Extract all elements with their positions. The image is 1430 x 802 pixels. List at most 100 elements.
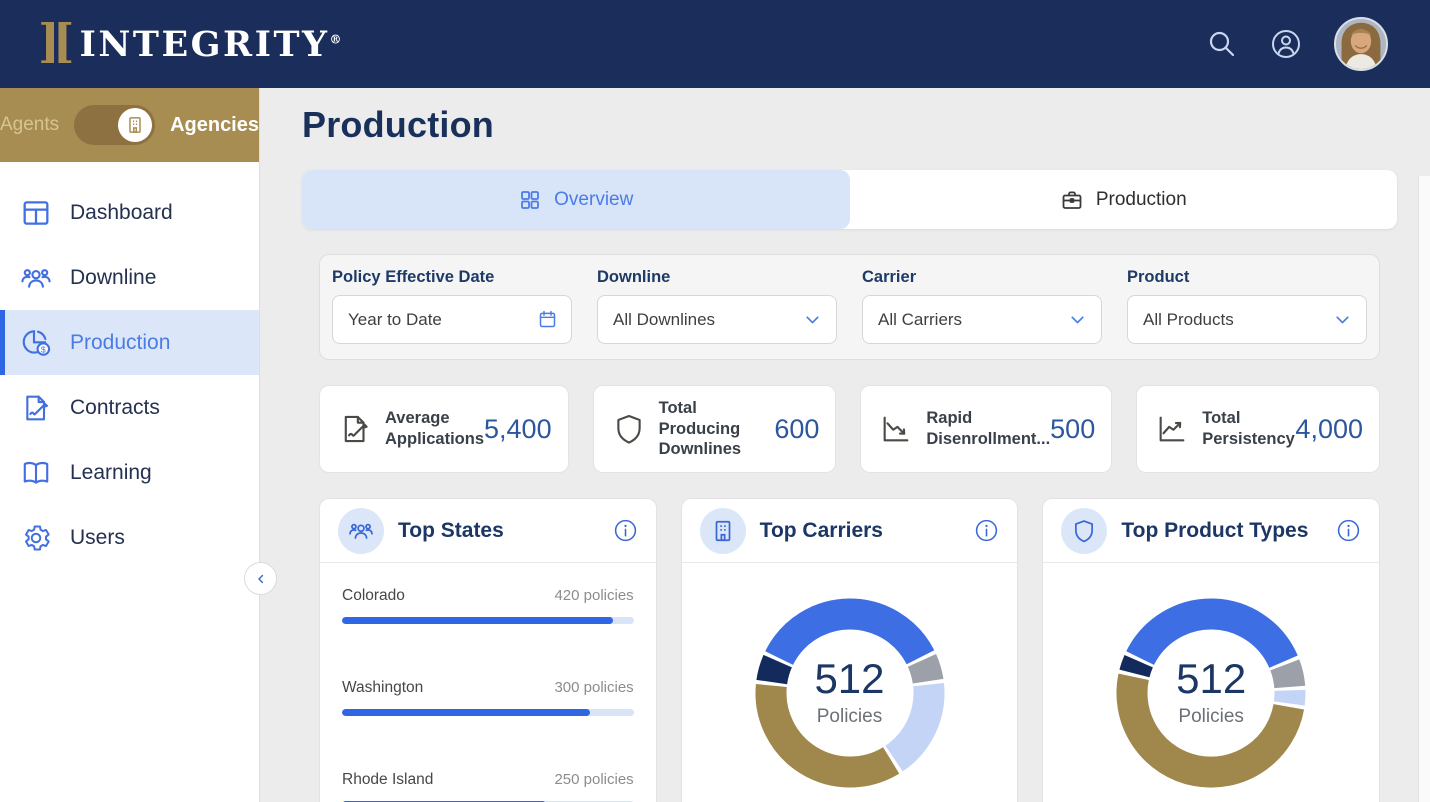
briefcase-icon (1060, 188, 1084, 212)
sidebar-item-dashboard[interactable]: Dashboard (0, 180, 259, 245)
donut-segment (1285, 665, 1290, 687)
sidebar-collapse-button[interactable] (244, 562, 277, 595)
state-row: Colorado420 policies (342, 587, 634, 679)
downline-icon (20, 262, 52, 294)
sidebar-item-learning[interactable]: Learning (0, 440, 259, 505)
state-row: Rhode Island 250 policies (342, 771, 634, 802)
filter-value: All Products (1143, 310, 1234, 330)
state-row: Washington 300 policies (342, 679, 634, 771)
filter-policy-effective-date: Policy Effective Date Year to Date (332, 268, 572, 344)
info-icon[interactable] (613, 518, 638, 543)
sidebar-item-label: Learning (70, 461, 152, 485)
trend-up-icon (1155, 412, 1189, 446)
filter-product: Product All Products (1127, 268, 1367, 344)
top-carriers-card: Top Carriers 512 Policies (681, 498, 1019, 802)
tab-label: Production (1096, 189, 1187, 211)
registered-mark: ® (330, 32, 345, 46)
card-title: Top Product Types (1121, 519, 1336, 543)
product-select[interactable]: All Products (1127, 295, 1367, 344)
filter-value: Year to Date (348, 310, 442, 330)
dashboard-icon (20, 197, 52, 229)
user-avatar[interactable] (1334, 17, 1388, 71)
info-icon[interactable] (1336, 518, 1361, 543)
stat-cards: Average Applications 5,400 Total Produci… (319, 385, 1380, 473)
donut-segment (779, 614, 920, 658)
stat-value: 5,400 (484, 414, 552, 445)
people-icon (348, 518, 374, 544)
progress-bar-fill (342, 617, 613, 624)
progress-bar-fill (342, 709, 590, 716)
top-product-types-card: Top Product Types 512 Policies (1042, 498, 1380, 802)
filter-value: All Carriers (878, 310, 962, 330)
card-title: Top Carriers (760, 519, 975, 543)
downline-select[interactable]: All Downlines (597, 295, 837, 344)
donut-segment (771, 661, 777, 682)
donut-chart-area: 512 Policies (1043, 563, 1379, 793)
chevron-down-icon (802, 309, 823, 330)
progress-bar-track (342, 709, 634, 716)
card-title: Top States (398, 519, 613, 543)
tab-overview[interactable]: Overview (302, 170, 850, 229)
toggle-label-agencies[interactable]: Agencies (170, 114, 259, 137)
date-range-select[interactable]: Year to Date (332, 295, 572, 344)
card-header: Top States (320, 499, 656, 563)
switch-knob (118, 108, 152, 142)
state-policy-count: 250 policies (554, 771, 633, 788)
app-shell: Agents Agencies Dashboard (0, 88, 1430, 802)
stat-total-persistency: Total Persistency 4,000 (1136, 385, 1380, 473)
building-icon (125, 115, 145, 135)
donut-segment (1140, 614, 1283, 662)
card-icon-badge (1061, 508, 1107, 554)
toggle-label-agents[interactable]: Agents (0, 114, 59, 136)
tab-production[interactable]: Production (850, 170, 1398, 229)
sidebar-item-downline[interactable]: Downline (0, 245, 259, 310)
search-icon[interactable] (1206, 28, 1238, 60)
main-content: Production Overview Production (260, 88, 1430, 802)
integrity-logo-text: INTEGRITY® (80, 24, 344, 65)
stat-average-applications: Average Applications 5,400 (319, 385, 569, 473)
grid-icon (518, 188, 542, 212)
top-bar: ][ INTEGRITY® (0, 0, 1430, 88)
donut-chart (750, 593, 950, 793)
stat-label: Rapid Disenrollment... (926, 408, 1050, 449)
sidebar-item-label: Dashboard (70, 201, 173, 225)
account-icon[interactable] (1270, 28, 1302, 60)
trend-down-icon (879, 412, 913, 446)
filter-label: Policy Effective Date (332, 268, 572, 287)
info-icon[interactable] (974, 518, 999, 543)
sidebar-item-label: Production (70, 331, 170, 355)
scrollbar-track[interactable] (1418, 176, 1430, 802)
stat-value: 4,000 (1295, 414, 1363, 445)
donut-segment (1132, 677, 1289, 772)
production-icon: $ (20, 327, 52, 359)
page-title: Production (302, 104, 1397, 146)
top-carriers-donut: 512 Policies (750, 593, 950, 793)
filter-label: Product (1127, 268, 1367, 287)
donut-chart-area: 512 Policies (682, 563, 1018, 793)
card-header: Top Product Types (1043, 499, 1379, 563)
donut-segment (921, 660, 927, 681)
stat-label: Total Producing Downlines (659, 398, 775, 460)
sidebar-item-contracts[interactable]: Contracts (0, 375, 259, 440)
integrity-logo-mark: ][ (38, 18, 68, 64)
card-icon-badge (700, 508, 746, 554)
donut-segment (770, 685, 890, 772)
sidebar-item-production[interactable]: $ Production (0, 310, 259, 375)
state-name: Rhode Island (342, 771, 433, 789)
carrier-select[interactable]: All Carriers (862, 295, 1102, 344)
sidebar-item-label: Contracts (70, 396, 160, 420)
top-bar-actions (1206, 17, 1388, 71)
sidebar-item-users[interactable]: Users (0, 505, 259, 570)
state-policy-count: 300 policies (554, 679, 633, 696)
contracts-icon (20, 392, 52, 424)
users-icon (20, 522, 52, 554)
top-states-list: Colorado420 policiesWashington 300 polici… (320, 563, 656, 802)
donut-chart (1111, 593, 1311, 793)
stat-label: Total Persistency (1202, 408, 1295, 449)
state-name: Washington (342, 679, 423, 697)
agents-agencies-switch[interactable] (74, 105, 155, 145)
filter-bar: Policy Effective Date Year to Date Downl… (319, 254, 1380, 360)
integrity-logo: ][ INTEGRITY® (38, 21, 344, 67)
state-policy-count: 420 policies (554, 587, 633, 604)
sidebar: Agents Agencies Dashboard (0, 88, 260, 802)
